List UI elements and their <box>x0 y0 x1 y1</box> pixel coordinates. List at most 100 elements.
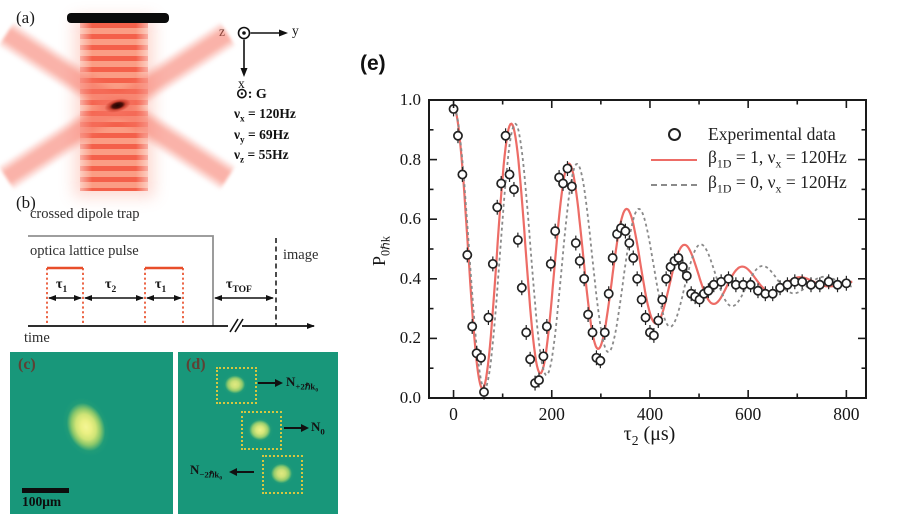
optical-lattice-pulse-label: optica lattice pulse <box>30 243 139 259</box>
mirror-bar <box>67 13 169 23</box>
freq-y: νy = 69Hz <box>234 126 290 145</box>
time-label: time <box>24 330 50 346</box>
n-minus2hk-label: N−2ℏk₀ <box>190 462 222 480</box>
experimental-point <box>492 202 503 213</box>
experimental-point <box>541 321 552 332</box>
tau1-label-1: τ1 <box>56 277 68 295</box>
trap-frequencies: νx = 120Hz νy = 69Hz νz = 55Hz <box>234 106 296 168</box>
x-tick-label: 200 <box>538 404 565 424</box>
experimental-point <box>562 163 573 174</box>
x-tick-label: 400 <box>636 404 664 424</box>
experimental-point <box>723 273 734 284</box>
n0-label: N0 <box>311 419 325 437</box>
experimental-point <box>681 270 692 281</box>
legend-row-beta1: β1D = 1, νx = 120Hz <box>646 147 847 171</box>
y-tick-label: 0.8 <box>399 149 421 169</box>
experimental-point <box>512 235 523 246</box>
chart-legend: Experimental data β1D = 1, νx = 120Hz β1… <box>646 124 847 196</box>
experimental-point <box>534 375 544 386</box>
freq-x: νx = 120Hz <box>234 106 296 124</box>
x-tick-label: 800 <box>833 404 860 424</box>
y-tick-label: 0.6 <box>399 209 421 229</box>
legend-row-beta0: β1D = 0, νx = 120Hz <box>646 172 847 196</box>
tau2-label: τ2 <box>105 277 117 295</box>
experimental-point <box>595 355 606 366</box>
experimental-point <box>579 273 590 284</box>
pulse-edge-dotted-lines <box>46 268 184 326</box>
experimental-point <box>574 255 585 266</box>
experimental-point <box>599 327 610 338</box>
axis-x-label: x <box>238 76 245 91</box>
experimental-point <box>545 258 556 269</box>
experimental-point <box>636 294 647 305</box>
experimental-point <box>841 278 852 289</box>
experimental-point <box>521 327 532 338</box>
experimental-point <box>653 315 664 326</box>
experimental-point <box>814 279 825 290</box>
atom-cloud-image <box>53 390 119 464</box>
scale-bar <box>22 488 69 493</box>
experimental-marker-icon <box>667 128 681 141</box>
x-axis-title: τ2 (μs) <box>623 423 676 448</box>
diffraction-peak-n0 <box>246 417 274 443</box>
n-plus2hk-label: N+2ℏk₀ <box>286 374 318 392</box>
experimental-point <box>550 226 561 237</box>
dashed-line-swatch-icon <box>651 183 697 186</box>
experimental-point <box>673 252 684 263</box>
experimental-point <box>467 321 478 332</box>
y-tick-label: 0.4 <box>399 268 421 288</box>
experimental-point <box>603 288 614 299</box>
experimental-point <box>767 288 778 299</box>
roi-box-plus2hk <box>216 367 257 404</box>
experimental-point <box>476 352 486 363</box>
y-axis-title: P0ℏk <box>369 236 393 267</box>
x-tick-label: 600 <box>735 404 762 424</box>
panel-c-absorption-image: (c) 100μm <box>10 352 173 514</box>
roi-box-n0 <box>241 411 282 450</box>
experimental-point <box>640 312 651 323</box>
experimental-point <box>657 294 668 305</box>
dipole-trap-level-line <box>28 235 214 326</box>
tau1-label-2: τ1 <box>155 277 167 295</box>
experimental-point <box>823 276 834 287</box>
experimental-point <box>570 238 581 248</box>
experimental-point <box>453 130 463 141</box>
experimental-point <box>508 184 519 195</box>
experimental-point <box>566 181 577 192</box>
oscillation-chart <box>428 99 867 400</box>
experimental-point <box>624 238 635 248</box>
y-tick-label: 0.2 <box>399 328 421 348</box>
freq-z: νz = 55Hz <box>234 147 289 166</box>
diffraction-peak-minus2hk <box>268 461 295 486</box>
legend-label-beta1: β1D = 1, νx = 120Hz <box>708 147 847 171</box>
experimental-point <box>483 312 494 323</box>
gravity-direction-label: ⊙: G <box>236 87 267 102</box>
roi-box-minus2hk <box>262 455 303 494</box>
y-axis-arrowhead-icon <box>279 29 288 37</box>
experimental-point <box>538 351 549 362</box>
axis-y-label: y <box>292 23 299 38</box>
panel-e-label: (e) <box>360 52 386 75</box>
axis-break-icon <box>229 318 244 333</box>
experimental-point <box>457 169 468 180</box>
experimental-point <box>462 250 473 260</box>
experimental-point <box>648 330 659 341</box>
y-tick-label: 0.0 <box>399 388 421 407</box>
image-label: image <box>283 247 319 263</box>
experimental-point <box>525 354 536 365</box>
experimental-point <box>479 387 489 397</box>
panel-d-label: (d) <box>186 356 206 373</box>
legend-row-experimental: Experimental data <box>646 124 847 145</box>
panel-a-label: (a) <box>16 8 35 27</box>
experimental-point <box>806 279 816 290</box>
panel-b-label: (b) <box>16 193 36 212</box>
experimental-point <box>487 258 498 269</box>
panel-d-diffraction-image: (d) N+2ℏk₀ N0 N−2ℏk₀ <box>178 352 338 514</box>
timing-diagram <box>28 235 315 333</box>
crossed-dipole-trap-label: crossed dipole trap <box>30 206 140 222</box>
arrow-n0-icon <box>284 423 309 433</box>
coordinate-axes <box>237 26 288 77</box>
experimental-point <box>797 276 808 287</box>
experimental-point <box>583 309 594 320</box>
